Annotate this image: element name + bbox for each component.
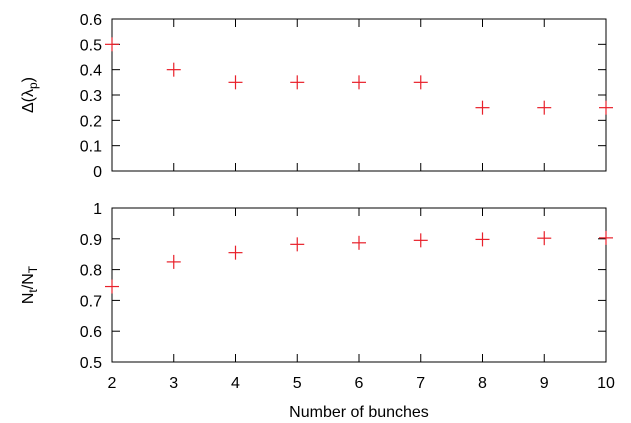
bottom-data-point <box>413 233 428 248</box>
bottom-x-tick: 10 <box>597 208 615 392</box>
x-tick-label: 2 <box>108 375 117 392</box>
bottom-y-tick: 1 <box>93 201 606 218</box>
bottom-y-tick-label: 1 <box>93 201 102 218</box>
x-tick-label: 3 <box>169 375 178 392</box>
top-y-tick: 0.4 <box>80 63 606 80</box>
bottom-y-tick-label: 0.9 <box>80 232 102 249</box>
top-y-tick: 0 <box>93 164 606 181</box>
bottom-y-tick-label: 0.7 <box>80 293 102 310</box>
bottom-x-tick: 8 <box>478 208 487 392</box>
top-panel: 0 0.1 0.2 0.3 0.4 0.5 0.6 Δ(λp) <box>20 12 613 181</box>
bottom-x-tick: 7 <box>416 208 425 392</box>
bottom-data-point <box>290 237 305 252</box>
bottom-data-point <box>166 254 181 269</box>
top-data-point <box>537 100 552 115</box>
bottom-x-ticks: 2 3 4 5 6 7 8 9 10 <box>108 208 615 392</box>
x-tick-label: 6 <box>355 375 364 392</box>
bottom-data-point <box>599 230 613 245</box>
top-data-point <box>166 62 181 77</box>
bottom-y-ticks: 0.5 0.6 0.7 0.8 0.9 1 <box>80 201 606 372</box>
bottom-y-tick: 0.6 <box>80 324 606 341</box>
top-x-ticks <box>111 19 607 171</box>
top-y-tick-label: 0.2 <box>80 113 102 130</box>
bottom-data-point <box>228 245 243 260</box>
top-series <box>105 37 613 115</box>
x-tick-label: 7 <box>416 375 425 392</box>
bottom-y-axis-label: Nt/NT <box>20 265 40 304</box>
top-y-tick-label: 0.1 <box>80 139 102 156</box>
top-y-tick-label: 0.3 <box>80 88 102 105</box>
bottom-y-tick: 0.8 <box>80 263 606 280</box>
top-y-ticks: 0 0.1 0.2 0.3 0.4 0.5 0.6 <box>80 12 606 181</box>
top-y-tick: 0.3 <box>80 88 606 105</box>
bottom-data-point <box>352 235 366 250</box>
bottom-y-tick-label: 0.6 <box>80 324 102 341</box>
bottom-data-point <box>537 231 552 246</box>
bottom-y-tick-label: 0.8 <box>80 263 102 280</box>
top-y-tick: 0.5 <box>80 37 606 54</box>
top-data-point <box>105 37 119 52</box>
top-plot-frame <box>111 18 607 172</box>
bottom-data-point <box>105 279 119 294</box>
x-tick-label: 5 <box>293 375 302 392</box>
bottom-y-tick: 0.5 <box>80 355 606 372</box>
x-tick-label: 8 <box>478 375 487 392</box>
bottom-y-tick-label: 0.5 <box>80 355 102 372</box>
top-y-tick-label: 0.6 <box>80 12 102 29</box>
top-y-tick-label: 0.4 <box>80 63 102 80</box>
top-y-tick: 0.2 <box>80 113 606 130</box>
top-y-axis-label: Δ(λp) <box>20 77 40 113</box>
top-y-tick: 0.6 <box>80 12 606 29</box>
bottom-y-tick: 0.7 <box>80 293 606 310</box>
top-y-tick-label: 0.5 <box>80 37 102 54</box>
bottom-x-tick: 2 <box>108 208 117 392</box>
top-y-tick-label: 0 <box>93 164 102 181</box>
x-tick-label: 9 <box>540 375 549 392</box>
top-data-point <box>599 100 613 115</box>
bottom-x-tick: 6 <box>355 208 364 392</box>
top-data-point <box>228 75 243 90</box>
bottom-series <box>105 230 613 294</box>
x-axis-label: Number of bunches <box>289 404 429 421</box>
x-tick-label: 10 <box>597 375 615 392</box>
top-data-point <box>290 75 305 90</box>
bottom-x-tick: 3 <box>169 208 178 392</box>
bottom-x-tick: 4 <box>231 208 240 392</box>
bottom-y-tick: 0.9 <box>80 232 606 249</box>
bottom-plot-frame <box>111 207 607 363</box>
bottom-x-tick: 5 <box>293 208 302 392</box>
top-data-point <box>413 75 428 90</box>
bottom-x-tick: 9 <box>540 208 549 392</box>
top-data-point <box>352 75 366 90</box>
top-data-point <box>475 100 490 115</box>
x-tick-label: 4 <box>231 375 240 392</box>
top-y-tick: 0.1 <box>80 139 606 156</box>
bottom-data-point <box>475 232 490 247</box>
bottom-panel: 0.5 0.6 0.7 0.8 0.9 1 2 3 4 5 6 7 8 9 10 Nt/NT Number… <box>20 201 615 421</box>
